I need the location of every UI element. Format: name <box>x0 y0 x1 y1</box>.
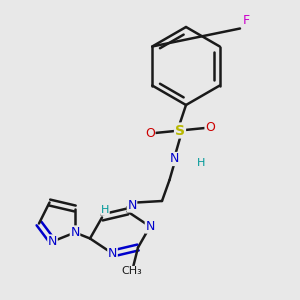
Text: N: N <box>127 199 137 212</box>
Text: S: S <box>175 124 185 137</box>
Text: F: F <box>242 14 250 28</box>
Text: H: H <box>197 158 205 169</box>
Text: H: H <box>101 205 109 215</box>
Text: N: N <box>145 220 155 233</box>
Text: CH₃: CH₃ <box>122 266 142 277</box>
Text: O: O <box>205 121 215 134</box>
Text: N: N <box>70 226 80 239</box>
Text: O: O <box>145 127 155 140</box>
Text: N: N <box>108 247 117 260</box>
Text: N: N <box>169 152 179 166</box>
Text: N: N <box>48 235 57 248</box>
